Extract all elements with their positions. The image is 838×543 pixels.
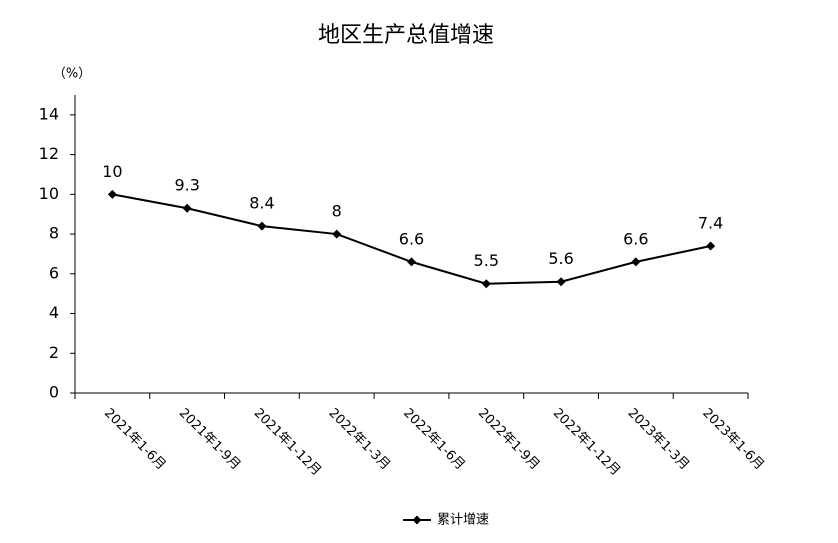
x-tick-label: 2021年1-6月 [101,406,168,473]
x-tick-label: 2022年1-3月 [325,406,392,473]
marker [107,189,117,199]
data-label: 8 [332,202,342,221]
marker [407,257,416,267]
y-tick-label: 0 [49,383,59,402]
legend-marker [412,515,422,525]
marker [332,229,342,239]
marker [481,279,491,289]
y-tick-label: 12 [39,144,59,163]
legend-label: 累计增速 [437,513,489,528]
data-label: 10 [102,162,122,181]
data-label: 6.6 [623,229,648,248]
x-tick-label: 2021年1-9月 [176,406,243,473]
chart-title: 地区生产总值增速 [318,23,494,48]
x-tick-label: 2022年1-9月 [475,406,542,473]
y-tick-label: 6 [49,263,59,282]
data-label: 7.4 [698,213,723,232]
y-tick-label: 10 [39,184,59,203]
y-tick-label: 14 [39,104,59,123]
marker [182,203,192,213]
data-label: 5.5 [474,251,499,270]
marker [706,241,716,251]
y-tick-label: 8 [49,224,59,243]
data-label: 9.3 [174,176,199,195]
y-tick-label: 4 [49,303,59,322]
data-label: 8.4 [249,194,274,213]
marker [631,257,641,267]
marker [257,221,267,231]
x-tick-label: 2023年1-6月 [699,406,766,473]
data-label: 5.6 [548,249,573,268]
data-label: 6.6 [399,229,424,248]
y-unit: （%） [53,67,91,82]
x-tick-label: 2022年1-6月 [400,406,467,473]
y-tick-label: 2 [49,343,59,362]
x-tick-label: 2022年1-12月 [550,406,623,479]
x-tick-label: 2023年1-3月 [625,406,692,473]
x-tick-label: 2021年1-12月 [251,406,324,479]
marker [556,277,566,287]
